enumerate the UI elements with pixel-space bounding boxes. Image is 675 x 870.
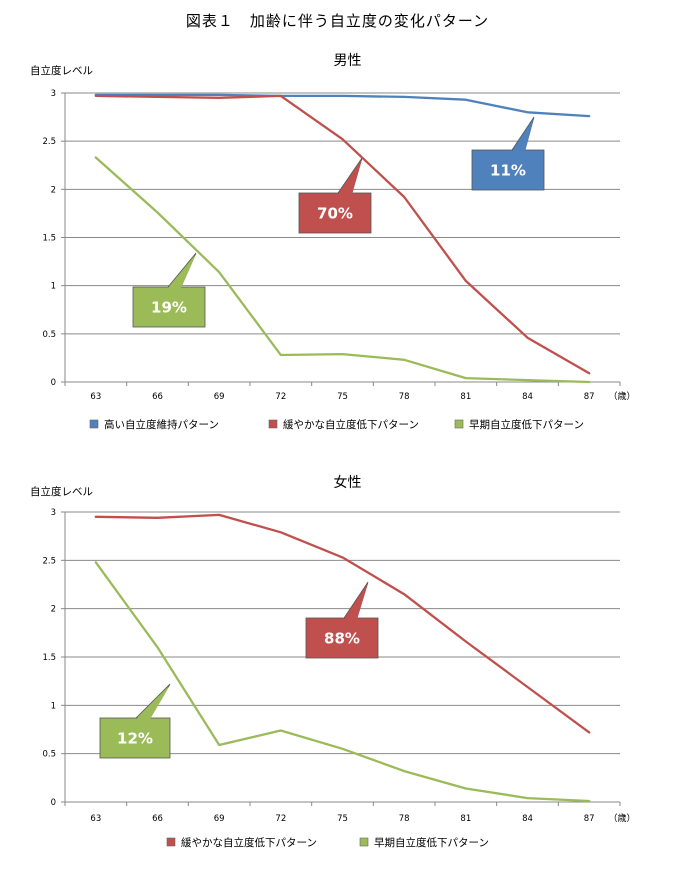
legend-label: 早期自立度低下パターン bbox=[374, 836, 489, 849]
callout-box bbox=[471, 149, 545, 191]
x-tick-label: 63 bbox=[90, 392, 101, 402]
callout-label: 12% bbox=[117, 730, 153, 748]
x-tick-label: 66 bbox=[152, 814, 163, 824]
legend-swatch bbox=[166, 837, 176, 847]
callout-high: 11% bbox=[471, 116, 545, 191]
callout-early: 12% bbox=[99, 683, 171, 759]
y-tick-label: 0.5 bbox=[42, 330, 56, 340]
y-tick-label: 1 bbox=[51, 701, 56, 711]
callout-box bbox=[298, 192, 372, 234]
callout-early: 19% bbox=[132, 252, 206, 328]
y-tick-label: 1.5 bbox=[42, 653, 56, 663]
x-tick-label: 75 bbox=[337, 392, 348, 402]
x-tick-label: 78 bbox=[399, 814, 410, 824]
legend-label: 早期自立度低下パターン bbox=[469, 418, 584, 431]
series-line-gradual bbox=[94, 513, 591, 734]
y-tick-label: 3 bbox=[51, 89, 56, 99]
x-axis-unit: （歳） bbox=[608, 812, 635, 824]
x-tick-label: 63 bbox=[90, 814, 101, 824]
callout-box bbox=[132, 286, 206, 328]
y-tick-label: 2.5 bbox=[42, 137, 56, 147]
chart-title: 男性 bbox=[334, 53, 362, 69]
x-tick-label: 84 bbox=[522, 814, 533, 824]
y-tick-label: 0 bbox=[51, 798, 56, 808]
legend-item-gradual: 緩やかな自立度低下パターン bbox=[166, 836, 317, 849]
callout-tail-fill bbox=[168, 254, 196, 289]
callout-label: 88% bbox=[324, 630, 360, 648]
callout-box bbox=[99, 717, 171, 759]
x-tick-label: 81 bbox=[460, 814, 471, 824]
callout-tail-fill bbox=[136, 685, 170, 720]
x-tick-label: 72 bbox=[275, 814, 286, 824]
y-tick-label: 1.5 bbox=[42, 234, 56, 244]
legend-swatch bbox=[359, 837, 369, 847]
x-tick-label: 84 bbox=[522, 392, 533, 402]
legend-item-high: 高い自立度維持パターン bbox=[89, 418, 219, 431]
x-tick-label: 78 bbox=[399, 392, 410, 402]
legend-label: 高い自立度維持パターン bbox=[104, 418, 219, 431]
callout-label: 19% bbox=[151, 299, 187, 317]
legend-item-early: 早期自立度低下パターン bbox=[359, 836, 489, 849]
legend-swatch bbox=[454, 419, 464, 429]
x-tick-label: 66 bbox=[152, 392, 163, 402]
x-tick-label: 87 bbox=[584, 392, 595, 402]
y-tick-label: 1 bbox=[51, 282, 56, 292]
y-tick-label: 2.5 bbox=[42, 556, 56, 566]
series-line-early bbox=[94, 156, 591, 384]
callout-label: 11% bbox=[490, 162, 526, 180]
x-tick-label: 81 bbox=[460, 392, 471, 402]
legend-item-early: 早期自立度低下パターン bbox=[454, 418, 584, 431]
y-tick-label: 0.5 bbox=[42, 750, 56, 760]
x-axis-unit: （歳） bbox=[608, 390, 635, 402]
y-tick-label: 3 bbox=[51, 508, 56, 518]
y-tick-label: 2 bbox=[51, 185, 56, 195]
chart-title: 女性 bbox=[334, 474, 362, 491]
y-tick-label: 2 bbox=[51, 605, 56, 615]
x-tick-label: 69 bbox=[214, 814, 225, 824]
legend-swatch bbox=[268, 419, 278, 429]
legend-label: 緩やかな自立度低下パターン bbox=[181, 836, 317, 849]
callout-box bbox=[305, 617, 379, 659]
callout-label: 70% bbox=[317, 205, 353, 223]
callout-gradual: 70% bbox=[298, 157, 372, 234]
y-axis-title: 自立度レベル bbox=[30, 64, 93, 77]
callout-tail-fill bbox=[512, 118, 534, 152]
figure-title: 図表１ 加齢に伴う自立度の変化パターン bbox=[185, 12, 490, 30]
x-tick-label: 69 bbox=[214, 392, 225, 402]
legend-label: 緩やかな自立度低下パターン bbox=[283, 418, 419, 431]
series-line-gradual bbox=[94, 94, 591, 375]
x-tick-label: 72 bbox=[275, 392, 286, 402]
x-tick-label: 87 bbox=[584, 814, 595, 824]
y-tick-label: 0 bbox=[51, 378, 56, 388]
series-line-early bbox=[94, 561, 591, 803]
callout-tail-fill bbox=[344, 583, 368, 620]
callout-tail-fill bbox=[338, 159, 362, 195]
callout-gradual: 88% bbox=[305, 581, 379, 659]
y-axis-title: 自立度レベル bbox=[30, 485, 93, 498]
x-tick-label: 75 bbox=[337, 814, 348, 824]
series-line-high bbox=[94, 93, 591, 118]
legend-item-gradual: 緩やかな自立度低下パターン bbox=[268, 418, 419, 431]
legend-swatch bbox=[89, 419, 99, 429]
